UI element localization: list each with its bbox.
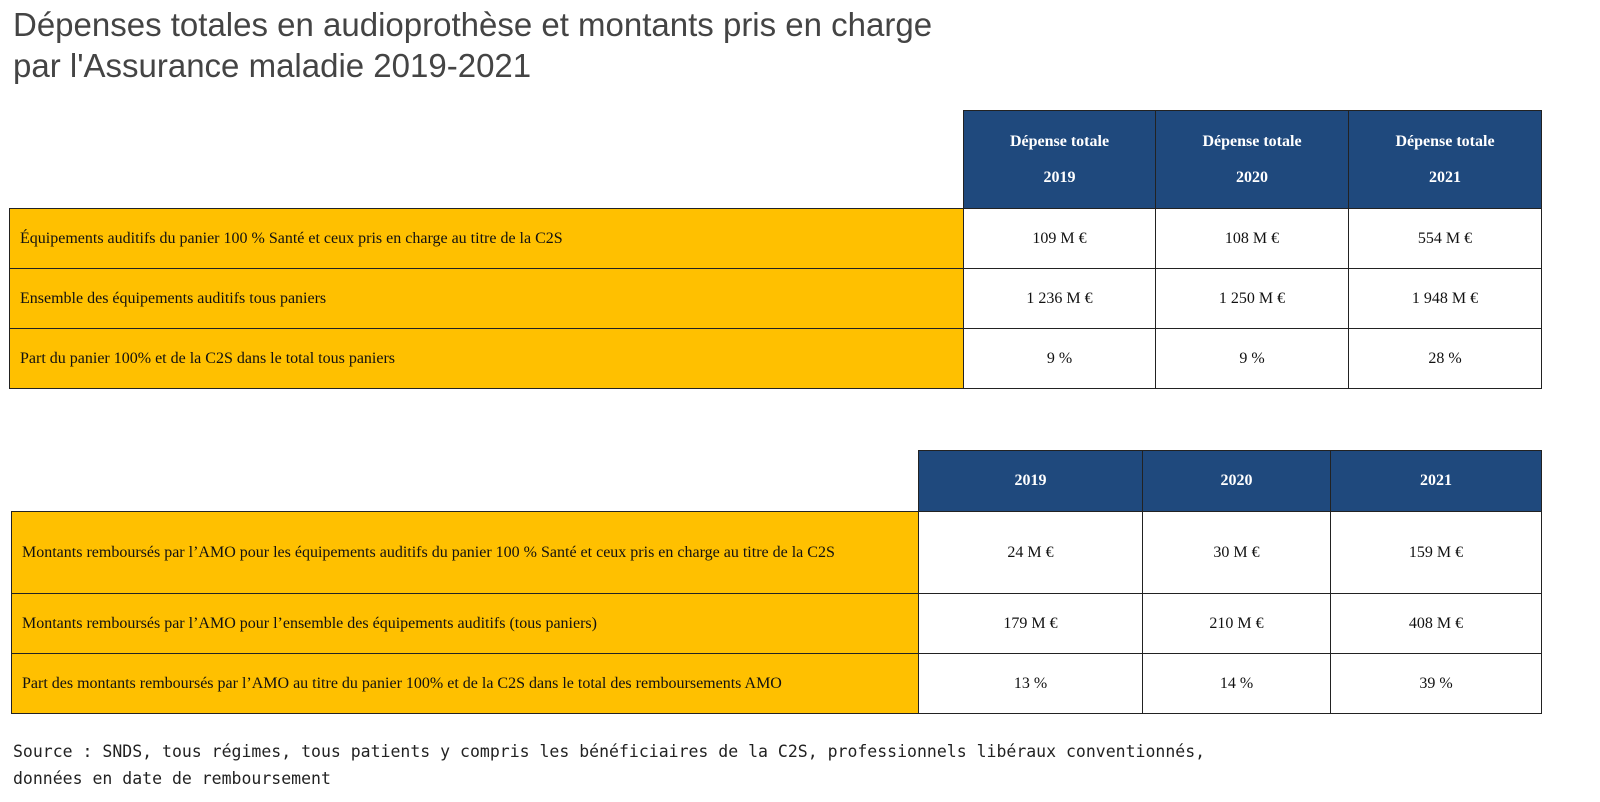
amo-reimbursement-table: 2019 2020 2021 Montants remboursés par l…	[11, 450, 1542, 714]
table-row: Équipements auditifs du panier 100 % San…	[9, 208, 1542, 269]
table-row: Part du panier 100% et de la C2S dans le…	[9, 328, 1542, 389]
source-line-1: Source : SNDS, tous régimes, tous patien…	[13, 742, 1206, 761]
cell-2021: 39 %	[1330, 653, 1542, 714]
column-header-label: Dépense totale	[1009, 132, 1110, 150]
table-corner	[10, 111, 964, 209]
table-row: Montants remboursés par l’AMO pour l’ens…	[11, 593, 1542, 654]
cell-2019: 1 236 M €	[963, 268, 1156, 329]
cell-2020: 30 M €	[1142, 511, 1331, 594]
cell-2020: 14 %	[1142, 653, 1331, 714]
cell-2020: 1 250 M €	[1155, 268, 1349, 329]
cell-2021: 554 M €	[1348, 208, 1542, 269]
column-header-2019: 2019	[918, 450, 1143, 512]
cell-2021: 28 %	[1348, 328, 1542, 389]
cell-2021: 408 M €	[1330, 593, 1542, 654]
cell-2019: 24 M €	[918, 511, 1143, 594]
column-header-year: 2020	[1236, 168, 1268, 186]
page-title: Dépenses totales en audioprothèse et mon…	[13, 4, 932, 86]
table-header-row: Dépense totale 2019 Dépense totale 2020 …	[10, 110, 1542, 209]
source-line-2: données en date de remboursement	[13, 769, 331, 788]
row-label: Ensemble des équipements auditifs tous p…	[9, 268, 964, 329]
cell-2020: 9 %	[1155, 328, 1349, 389]
cell-2019: 13 %	[918, 653, 1143, 714]
total-spending-table: Dépense totale 2019 Dépense totale 2020 …	[9, 110, 1542, 389]
column-header-2020: Dépense totale 2020	[1155, 110, 1349, 209]
row-label: Montants remboursés par l’AMO pour les é…	[11, 511, 919, 594]
title-line-1: Dépenses totales en audioprothèse et mon…	[13, 6, 933, 43]
column-header-year: 2021	[1429, 168, 1461, 186]
table-row: Part des montants remboursés par l’AMO a…	[11, 653, 1542, 714]
column-header-label: Dépense totale	[1202, 132, 1302, 150]
cell-2021: 159 M €	[1330, 511, 1542, 594]
column-header-label: Dépense totale	[1395, 132, 1495, 150]
column-header-2021: 2021	[1330, 450, 1542, 512]
table-row: Montants remboursés par l’AMO pour les é…	[11, 511, 1542, 594]
source-note: Source : SNDS, tous régimes, tous patien…	[13, 738, 1205, 792]
column-header-2020: 2020	[1142, 450, 1331, 512]
cell-2020: 210 M €	[1142, 593, 1331, 654]
cell-2019: 179 M €	[918, 593, 1143, 654]
table-header-row: 2019 2020 2021	[12, 450, 1542, 512]
row-label: Part du panier 100% et de la C2S dans le…	[9, 328, 964, 389]
cell-2020: 108 M €	[1155, 208, 1349, 269]
row-label: Part des montants remboursés par l’AMO a…	[11, 653, 919, 714]
column-header-2021: Dépense totale 2021	[1348, 110, 1542, 209]
cell-2021: 1 948 M €	[1348, 268, 1542, 329]
row-label: Montants remboursés par l’AMO pour l’ens…	[11, 593, 919, 654]
table-corner	[12, 451, 919, 512]
cell-2019: 109 M €	[963, 208, 1156, 269]
column-header-year: 2019	[1043, 168, 1076, 186]
row-label: Équipements auditifs du panier 100 % San…	[9, 208, 964, 269]
table-row: Ensemble des équipements auditifs tous p…	[9, 268, 1542, 329]
cell-2019: 9 %	[963, 328, 1156, 389]
column-header-2019: Dépense totale 2019	[963, 110, 1156, 209]
title-line-2: par l'Assurance maladie 2019-2021	[13, 47, 532, 84]
